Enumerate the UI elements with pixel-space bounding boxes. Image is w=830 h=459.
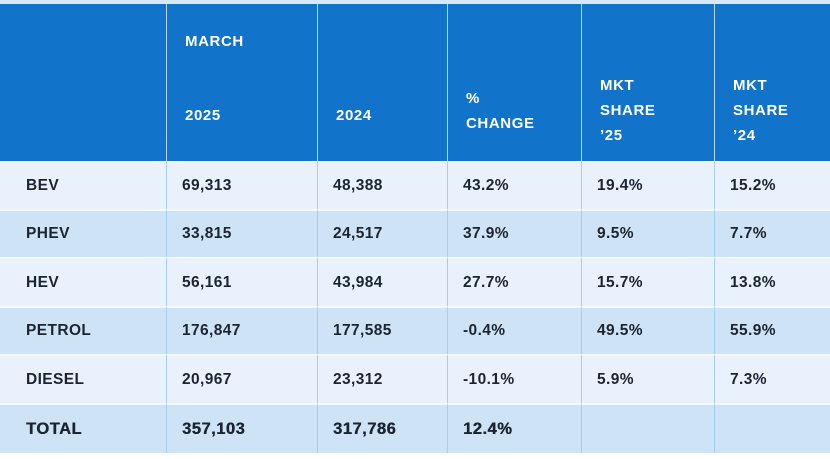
- cell-total-2025: 357,103: [167, 403, 318, 453]
- header-empty-cell: [0, 4, 167, 161]
- cell-bev-2024: 48,388: [318, 161, 448, 209]
- header-pct-symbol: %: [466, 90, 480, 107]
- cell-diesel-2024: 23,312: [318, 354, 448, 403]
- cell-hev-2024: 43,984: [318, 257, 448, 306]
- fuel-type-table: MARCH 2025 2024 % CHANGE MKT SHARE ’25 M…: [0, 4, 830, 453]
- header-march-2025: MARCH 2025: [167, 4, 318, 161]
- header-year-2024-label: 2024: [336, 107, 372, 124]
- header-mkt-label: MKT: [733, 77, 768, 94]
- cell-total-share25: [582, 403, 715, 453]
- cell-petrol-share24: 55.9%: [715, 306, 830, 354]
- cell-diesel-2025: 20,967: [167, 354, 318, 403]
- row-label-petrol: PETROL: [0, 306, 167, 354]
- cell-total-share24: [715, 403, 830, 453]
- header-share-label: SHARE: [600, 102, 656, 119]
- header-year-2024: 2024: [318, 4, 448, 161]
- cell-bev-2025: 69,313: [167, 161, 318, 209]
- header-share-24-year: ’24: [733, 127, 756, 144]
- cell-bev-share25: 19.4%: [582, 161, 715, 209]
- cell-bev-share24: 15.2%: [715, 161, 830, 209]
- cell-hev-share24: 13.8%: [715, 257, 830, 306]
- header-change-label: CHANGE: [466, 115, 535, 132]
- cell-diesel-change: -10.1%: [448, 354, 582, 403]
- top-accent-strip: [0, 0, 830, 4]
- header-mkt-label: MKT: [600, 77, 635, 94]
- header-share-label: SHARE: [733, 102, 789, 119]
- cell-petrol-2024: 177,585: [318, 306, 448, 354]
- cell-diesel-share25: 5.9%: [582, 354, 715, 403]
- header-month-label: MARCH: [185, 33, 244, 50]
- cell-petrol-share25: 49.5%: [582, 306, 715, 354]
- cell-petrol-2025: 176,847: [167, 306, 318, 354]
- cell-phev-share24: 7.7%: [715, 209, 830, 257]
- header-share-25-year: ’25: [600, 127, 623, 144]
- cell-petrol-change: -0.4%: [448, 306, 582, 354]
- cell-phev-share25: 9.5%: [582, 209, 715, 257]
- cell-hev-change: 27.7%: [448, 257, 582, 306]
- row-label-phev: PHEV: [0, 209, 167, 257]
- cell-hev-2025: 56,161: [167, 257, 318, 306]
- row-label-total: TOTAL: [0, 403, 167, 453]
- row-label-hev: HEV: [0, 257, 167, 306]
- cell-phev-2025: 33,815: [167, 209, 318, 257]
- cell-phev-change: 37.9%: [448, 209, 582, 257]
- header-mkt-share-25: MKT SHARE ’25: [582, 4, 715, 161]
- cell-hev-share25: 15.7%: [582, 257, 715, 306]
- cell-total-change: 12.4%: [448, 403, 582, 453]
- row-label-diesel: DIESEL: [0, 354, 167, 403]
- cell-total-2024: 317,786: [318, 403, 448, 453]
- cell-diesel-share24: 7.3%: [715, 354, 830, 403]
- cell-phev-2024: 24,517: [318, 209, 448, 257]
- header-mkt-share-24: MKT SHARE ’24: [715, 4, 830, 161]
- row-label-bev: BEV: [0, 161, 167, 209]
- header-pct-change: % CHANGE: [448, 4, 582, 161]
- header-year-2025: 2025: [185, 107, 221, 124]
- cell-bev-change: 43.2%: [448, 161, 582, 209]
